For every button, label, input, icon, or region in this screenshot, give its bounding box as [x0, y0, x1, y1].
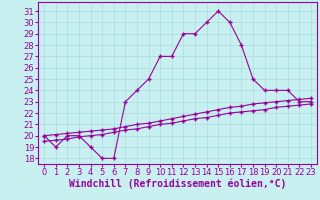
X-axis label: Windchill (Refroidissement éolien,°C): Windchill (Refroidissement éolien,°C): [69, 179, 286, 189]
